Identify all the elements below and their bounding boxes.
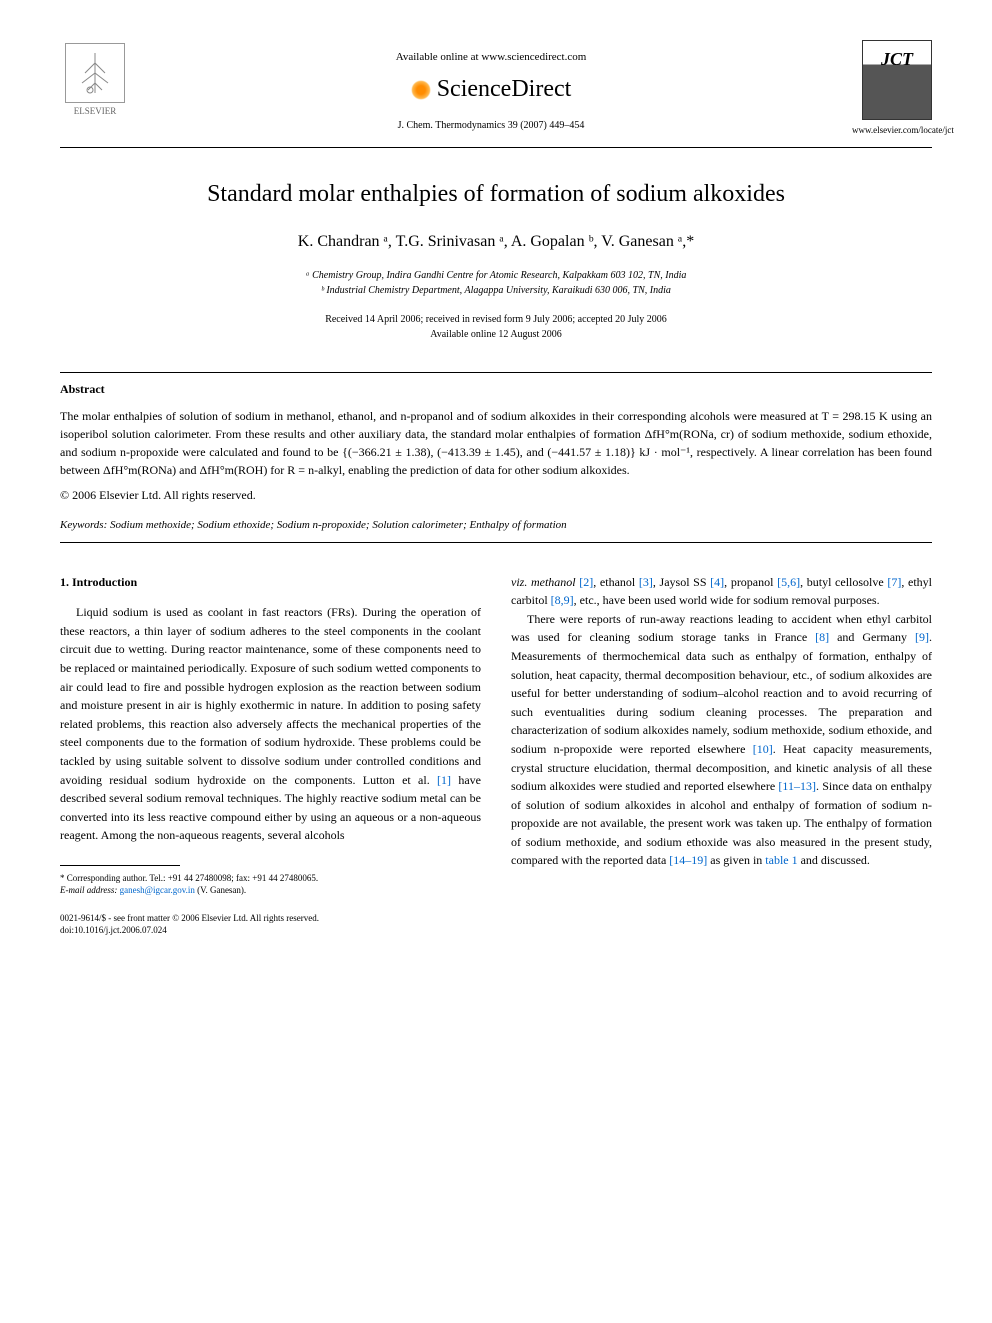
keywords-text: Sodium methoxide; Sodium ethoxide; Sodiu… — [110, 519, 567, 531]
ref-link-9b[interactable]: [9] — [915, 630, 929, 644]
ref-link-1[interactable]: [1] — [437, 773, 451, 787]
ref-link-3[interactable]: [3] — [639, 575, 653, 589]
keywords-label: Keywords: — [60, 519, 107, 531]
ref-link-10[interactable]: [10] — [753, 742, 773, 756]
abstract-bottom-rule — [60, 542, 932, 543]
available-online-text: Available online at www.sciencedirect.co… — [130, 50, 852, 65]
corresponding-author-footnote: * Corresponding author. Tel.: +91 44 274… — [60, 872, 481, 897]
center-header: Available online at www.sciencedirect.co… — [130, 40, 852, 133]
elsevier-label: ELSEVIER — [74, 105, 117, 118]
corr-author-line: * Corresponding author. Tel.: +91 44 274… — [60, 872, 481, 885]
section-1-heading: 1. Introduction — [60, 573, 481, 592]
article-title: Standard molar enthalpies of formation o… — [60, 178, 932, 212]
table-1-link[interactable]: table 1 — [765, 853, 797, 867]
sciencedirect-logo: ScienceDirect — [130, 73, 852, 107]
jct-cover-icon: JCT — [862, 40, 932, 120]
journal-reference: J. Chem. Thermodynamics 39 (2007) 449–45… — [130, 119, 852, 133]
author-list: K. Chandran ᵃ, T.G. Srinivasan ᵃ, A. Gop… — [60, 231, 932, 253]
ref-link-2[interactable]: [2] — [579, 575, 593, 589]
front-matter-line: 0021-9614/$ - see front matter © 2006 El… — [60, 913, 481, 925]
email-name: (V. Ganesan). — [197, 885, 246, 895]
email-label: E-mail address: — [60, 885, 117, 895]
ref-link-5-6[interactable]: [5,6] — [777, 575, 800, 589]
journal-logo-block: JCT www.elsevier.com/locate/jct — [852, 40, 932, 137]
elsevier-logo: ELSEVIER — [60, 40, 130, 120]
article-dates: Received 14 April 2006; received in revi… — [60, 312, 932, 342]
received-date: Received 14 April 2006; received in revi… — [60, 312, 932, 327]
header-rule — [60, 147, 932, 148]
abstract-copyright: © 2006 Elsevier Ltd. All rights reserved… — [60, 487, 932, 504]
ref-link-8-9[interactable]: [8,9] — [551, 593, 574, 607]
abstract-top-rule — [60, 372, 932, 373]
right-column: viz. methanol [2], ethanol [3], Jaysol S… — [511, 573, 932, 937]
ref-link-7[interactable]: [7] — [887, 575, 901, 589]
intro-continuation: viz. methanol [2], ethanol [3], Jaysol S… — [511, 573, 932, 610]
ref-link-4[interactable]: [4] — [710, 575, 724, 589]
corr-email-line: E-mail address: ganesh@igcar.gov.in (V. … — [60, 884, 481, 897]
left-column: 1. Introduction Liquid sodium is used as… — [60, 573, 481, 937]
ref-link-11-13[interactable]: [11–13] — [778, 779, 816, 793]
intro-paragraph-1: Liquid sodium is used as coolant in fast… — [60, 603, 481, 845]
ref-link-14-19[interactable]: [14–19] — [669, 853, 707, 867]
online-date: Available online 12 August 2006 — [60, 327, 932, 342]
footnote-rule — [60, 865, 180, 866]
locate-url: www.elsevier.com/locate/jct — [852, 124, 932, 137]
elsevier-tree-icon — [65, 43, 125, 103]
ref-link-8b[interactable]: [8] — [815, 630, 829, 644]
body-two-column: 1. Introduction Liquid sodium is used as… — [60, 573, 932, 937]
abstract-heading: Abstract — [60, 381, 932, 398]
affiliation-b: ᵇ Industrial Chemistry Department, Alaga… — [60, 283, 932, 298]
abstract-text: The molar enthalpies of solution of sodi… — [60, 407, 932, 479]
doi-line: doi:10.1016/j.jct.2006.07.024 — [60, 925, 481, 937]
intro-paragraph-2: There were reports of run-away reactions… — [511, 610, 932, 870]
keywords-line: Keywords: Sodium methoxide; Sodium ethox… — [60, 518, 932, 533]
sciencedirect-label: ScienceDirect — [437, 73, 572, 107]
email-address[interactable]: ganesh@igcar.gov.in — [120, 885, 195, 895]
footer-block: 0021-9614/$ - see front matter © 2006 El… — [60, 913, 481, 936]
affiliations: ᵃ Chemistry Group, Indira Gandhi Centre … — [60, 268, 932, 298]
jct-label: JCT — [881, 47, 913, 72]
sciencedirect-icon — [411, 80, 431, 100]
publisher-header: ELSEVIER Available online at www.science… — [60, 40, 932, 137]
affiliation-a: ᵃ Chemistry Group, Indira Gandhi Centre … — [60, 268, 932, 283]
